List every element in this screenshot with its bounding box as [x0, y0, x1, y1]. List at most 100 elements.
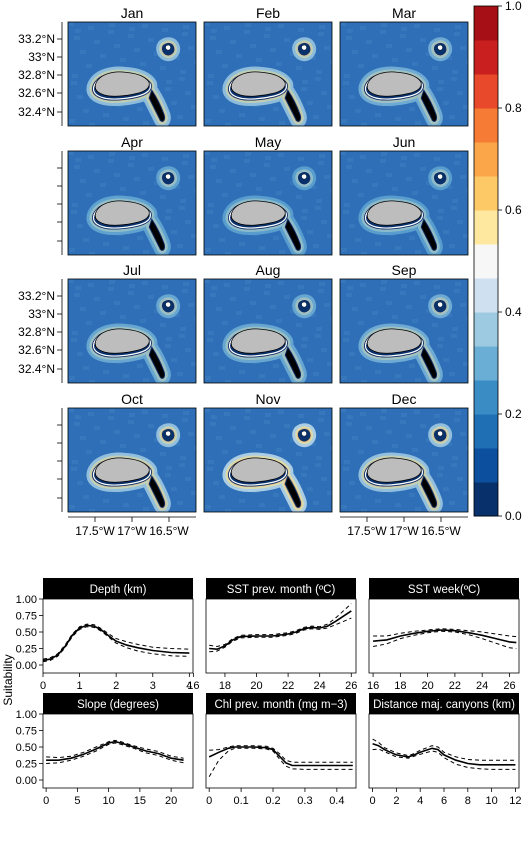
map-body	[340, 22, 468, 126]
ocean-cell	[352, 50, 358, 54]
island-desertas	[149, 220, 165, 250]
ocean-cell	[361, 380, 367, 383]
island-porto-santo	[165, 173, 171, 180]
ocean-cell	[460, 175, 466, 179]
ocean-cell	[137, 364, 143, 368]
ocean-cell	[316, 327, 322, 331]
ocean-cell	[347, 415, 353, 419]
ocean-cell	[224, 412, 230, 416]
ocean-cell	[114, 173, 120, 177]
ocean-cell	[129, 284, 135, 288]
ocean-cell	[244, 416, 250, 420]
ocean-cell	[406, 305, 412, 309]
x-tick-label: 24	[314, 680, 326, 692]
ocean-cell	[180, 327, 186, 331]
ocean-cell	[236, 183, 242, 187]
ocean-cell	[245, 23, 251, 27]
ocean-cell	[452, 327, 458, 331]
ocean-cell	[302, 80, 308, 84]
ocean-cell	[432, 195, 438, 199]
ocean-cell	[316, 199, 322, 203]
ocean-cell	[137, 107, 143, 111]
response-panel-2: SST week(ºC) 16 18 20 22 24 26	[367, 578, 520, 692]
ocean-cell	[205, 119, 211, 123]
ocean-cell	[108, 159, 114, 163]
ocean-cell	[171, 487, 177, 491]
map-body	[340, 151, 468, 255]
y-tick-label: 1.00	[16, 709, 37, 721]
map-panel-nov: Nov	[203, 391, 333, 513]
ocean-cell	[343, 81, 349, 85]
ocean-cell	[180, 199, 186, 203]
ocean-cell	[343, 467, 349, 471]
ocean-cell	[205, 376, 211, 380]
x-tick-label: 26	[345, 680, 357, 692]
ocean-cell	[457, 477, 463, 481]
ocean-cell	[77, 95, 83, 99]
ocean-cell	[426, 309, 432, 313]
lat-tick-label: 33.2°N	[18, 289, 55, 303]
ocean-cell	[219, 238, 225, 242]
ocean-cell	[466, 60, 468, 64]
ocean-cell	[457, 220, 463, 224]
ocean-cell	[100, 183, 106, 187]
ocean-cell	[109, 152, 115, 156]
ocean-cell	[123, 503, 129, 507]
lower-ci-line	[373, 630, 517, 649]
ocean-cell	[344, 331, 350, 335]
map-title-aug: Aug	[256, 262, 281, 278]
ocean-cell	[443, 230, 449, 234]
x-tick-label: 0.3	[297, 795, 312, 807]
ocean-cell	[86, 193, 92, 197]
ocean-cell	[179, 206, 185, 210]
x-tick-label: 15	[134, 795, 146, 807]
ocean-cell	[123, 374, 129, 378]
ocean-cell	[134, 48, 140, 52]
ocean-cell	[142, 153, 148, 157]
ocean-cell	[437, 216, 443, 220]
ocean-cell	[400, 291, 406, 295]
ocean-cell	[80, 179, 86, 183]
map-body	[204, 279, 332, 383]
map-panel-apr: Apr	[67, 134, 197, 256]
ocean-cell	[188, 46, 194, 50]
ocean-cell	[114, 430, 120, 434]
x-tick-label: 4	[186, 680, 192, 692]
ocean-cell	[108, 416, 114, 420]
ocean-cell	[225, 509, 231, 512]
ocean-cell	[211, 415, 217, 419]
mean-line	[209, 610, 352, 651]
ocean-cell	[185, 477, 191, 481]
ocean-cell	[360, 155, 366, 159]
ocean-cell	[100, 54, 106, 58]
ocean-cell	[414, 281, 420, 285]
ocean-cell	[128, 34, 134, 38]
mean-line	[373, 629, 517, 644]
upper-ci-line	[372, 738, 516, 761]
lat-tick-label: 33°N	[28, 50, 55, 64]
lon-tick-label: 17.5°W	[75, 524, 115, 538]
ocean-cell	[392, 187, 398, 191]
ocean-cell	[366, 40, 372, 44]
ocean-cell	[360, 26, 366, 30]
y-tick-label: 0.25	[16, 644, 37, 656]
colorbar-segment	[474, 6, 498, 41]
ocean-cell	[380, 416, 386, 420]
ocean-cell	[207, 338, 213, 342]
map-body	[204, 151, 332, 255]
ocean-cell	[412, 319, 418, 323]
panel-title: SST prev. month (ºC)	[227, 584, 336, 596]
ocean-cell	[219, 495, 225, 499]
ocean-cell	[75, 286, 81, 290]
ocean-cell	[244, 287, 250, 291]
ocean-cell	[134, 177, 140, 181]
ocean-cell	[386, 44, 392, 48]
ocean-cell	[205, 248, 211, 252]
ocean-cell	[80, 436, 86, 440]
ocean-cell	[409, 493, 415, 497]
ocean-cell	[321, 477, 327, 481]
ocean-cell	[284, 424, 290, 428]
map-title-jun: Jun	[393, 134, 416, 150]
ocean-cell	[71, 338, 77, 342]
ocean-cell	[77, 224, 83, 228]
